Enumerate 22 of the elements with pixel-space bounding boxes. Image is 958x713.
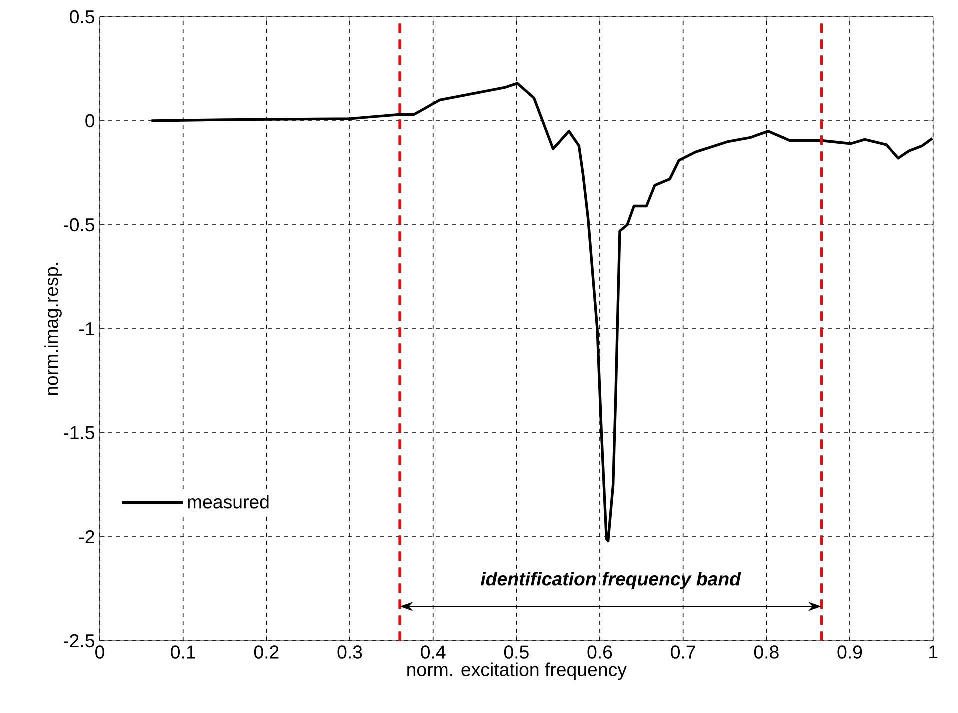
x-tick-label: 0.7 <box>671 646 696 659</box>
x-tick-label: 0.8 <box>754 646 779 659</box>
y-tick-label: -2.5 <box>64 634 95 648</box>
x-tick-label: 0 <box>96 646 104 659</box>
x-tick-label: 0.9 <box>838 646 862 659</box>
x-tick-label: 0.3 <box>338 646 362 659</box>
annotation: identification frequency band <box>480 572 742 590</box>
x-tick-label: 0.4 <box>421 646 446 659</box>
legend-label: measured <box>188 495 269 509</box>
x-tick-label: 0.5 <box>504 646 529 659</box>
x-tick-label: 0.2 <box>254 646 279 659</box>
y-tick-label: -0.5 <box>64 218 95 232</box>
x-axis-title: norm. excitation frequency <box>408 662 627 680</box>
x-tick-label: 1 <box>930 646 938 659</box>
y-tick-label: 0 <box>86 114 95 128</box>
y-tick-label: -1.5 <box>64 426 95 440</box>
y-tick-label: -1 <box>80 322 94 336</box>
x-tick-label: 0.6 <box>588 646 612 659</box>
y-axis-title: norm.imag.resp. <box>44 263 62 396</box>
x-tick-label: 0.1 <box>171 646 196 659</box>
y-tick-label: -2 <box>80 530 94 544</box>
y-tick-label: 0.5 <box>70 10 95 24</box>
